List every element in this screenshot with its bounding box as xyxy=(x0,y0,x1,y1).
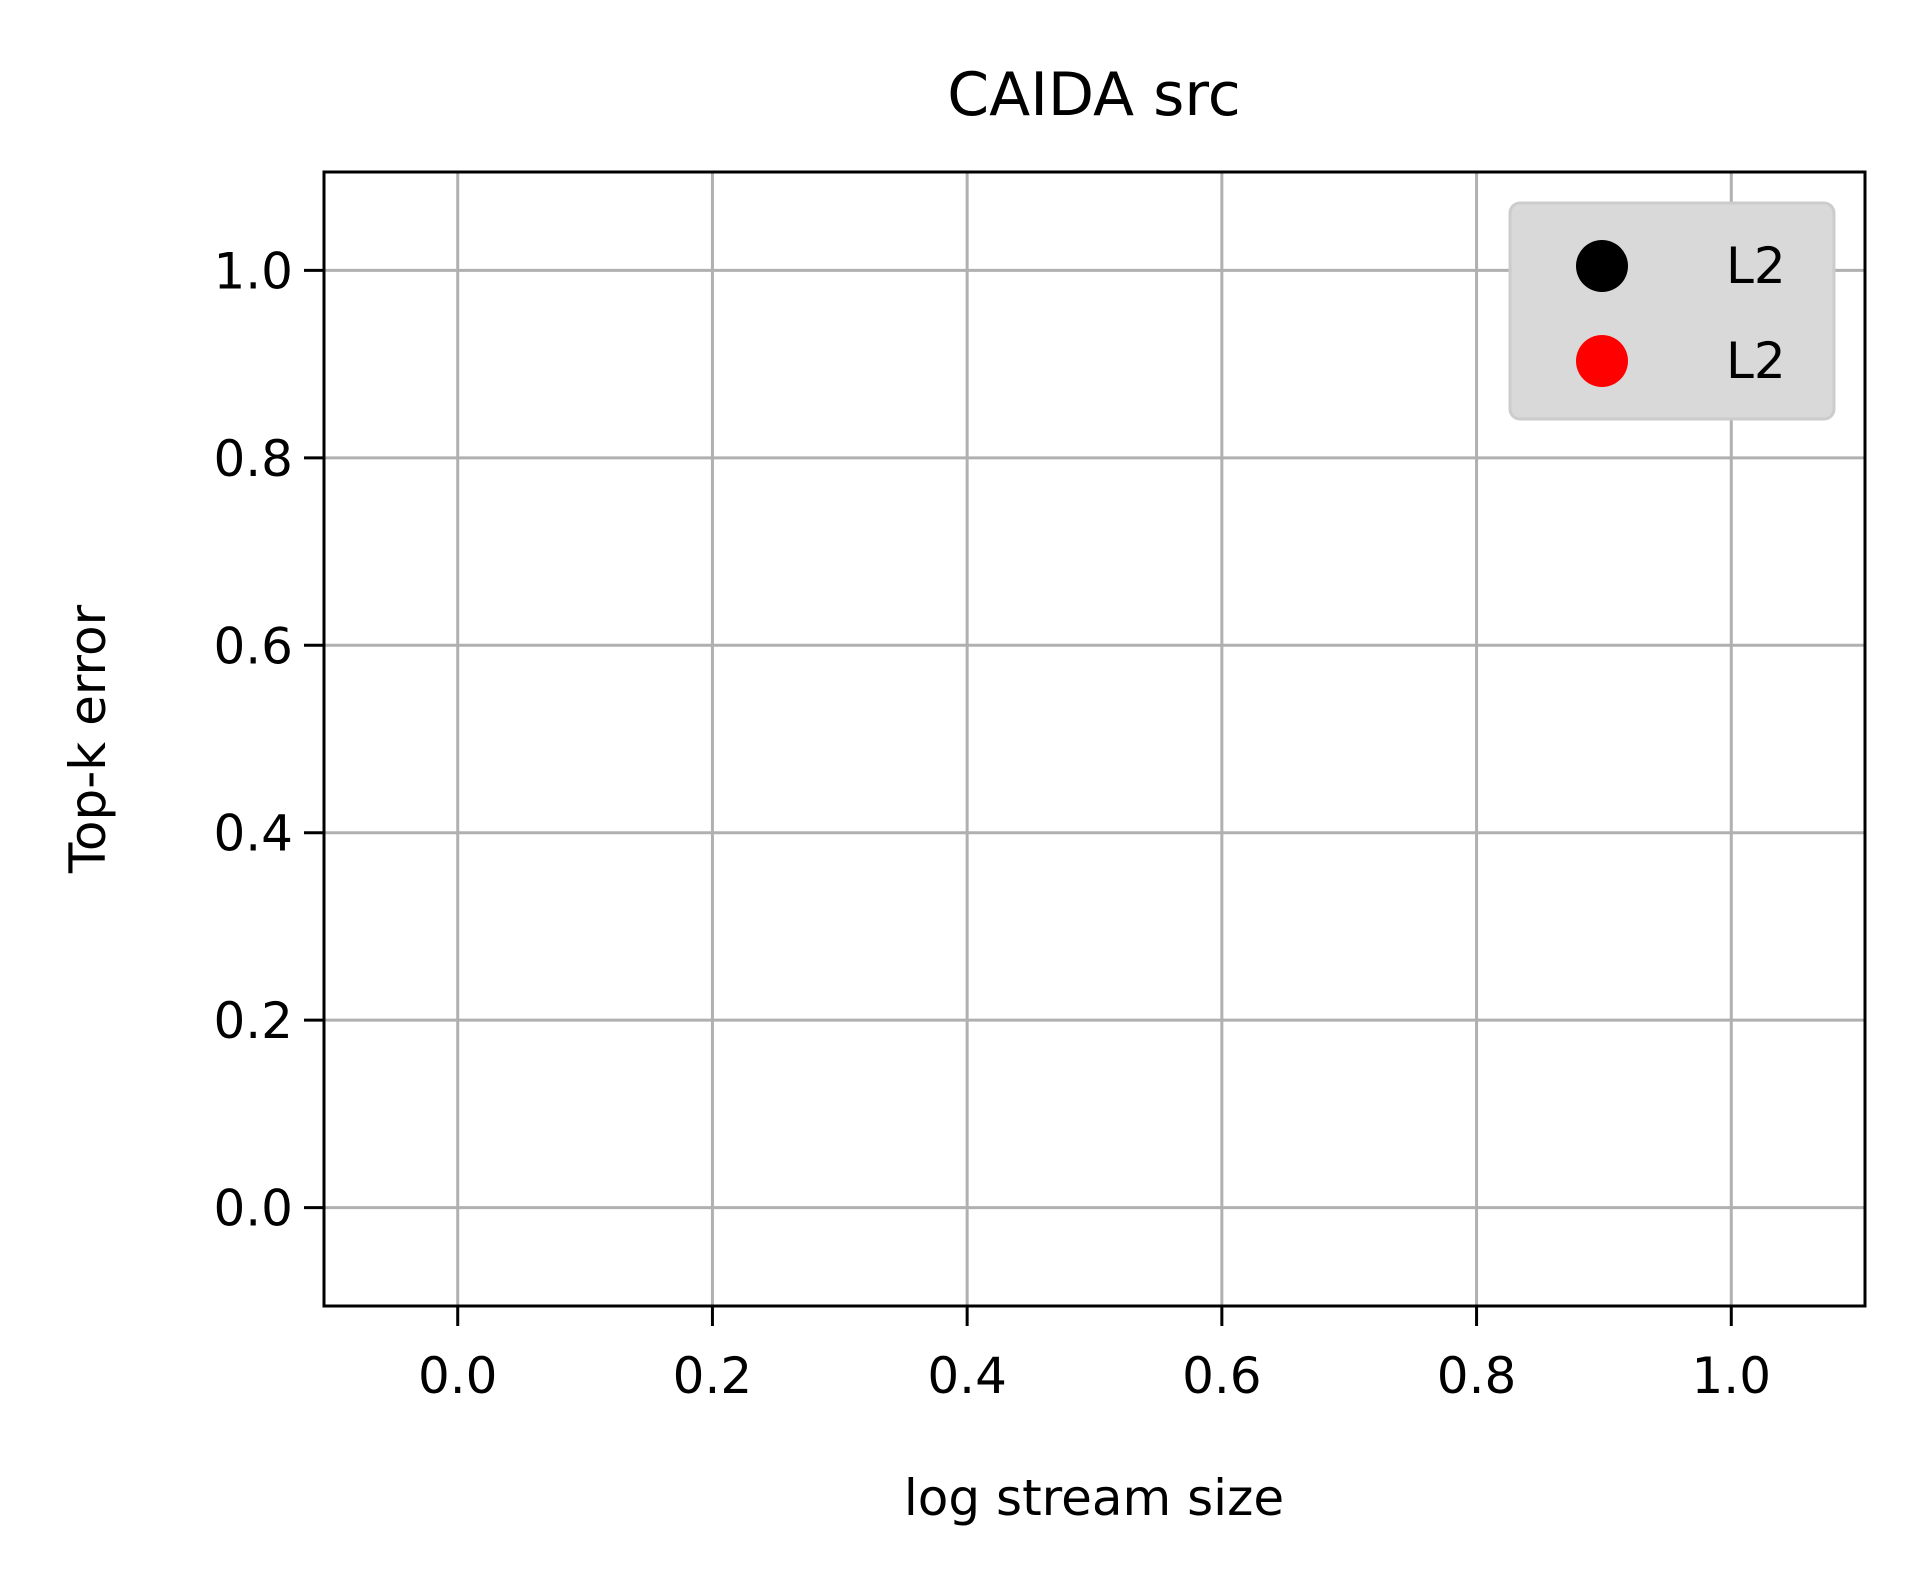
y-tick-label-5: 1.0 xyxy=(213,242,293,300)
x-tick-label-0: 0.0 xyxy=(418,1347,498,1405)
x-tick-label-2: 0.4 xyxy=(927,1347,1007,1405)
legend-label-l2-black: L2 xyxy=(1726,237,1786,295)
y-axis-label: Top-k error xyxy=(59,604,117,874)
plot-frame xyxy=(322,170,1867,1308)
y-tick-label-0: 0.0 xyxy=(213,1180,293,1238)
x-tick-label-1: 0.2 xyxy=(673,1347,753,1405)
legend-marker-l2-black xyxy=(1576,240,1628,292)
legend: L2 L2 xyxy=(1508,201,1836,421)
chart-title: CAIDA src xyxy=(947,60,1241,130)
x-tick-label-4: 0.8 xyxy=(1437,1347,1517,1405)
y-tick-label-2: 0.4 xyxy=(213,805,293,863)
x-tick-label-5: 1.0 xyxy=(1692,1347,1772,1405)
grid xyxy=(324,172,1865,1306)
y-tick-label-1: 0.2 xyxy=(213,992,293,1050)
x-tick-label-3: 0.6 xyxy=(1182,1347,1262,1405)
axis-ticks: 0.0 0.2 0.4 0.6 0.8 1.0 0.0 0.2 0.4 0.6 0.8 1.0 xyxy=(213,242,1771,1405)
y-tick-label-4: 0.8 xyxy=(213,430,293,488)
legend-label-l2-red: L2 xyxy=(1726,332,1786,390)
legend-marker-l2-red xyxy=(1576,335,1628,387)
x-axis-label: log stream size xyxy=(904,1469,1284,1527)
y-tick-label-3: 0.6 xyxy=(213,617,293,675)
